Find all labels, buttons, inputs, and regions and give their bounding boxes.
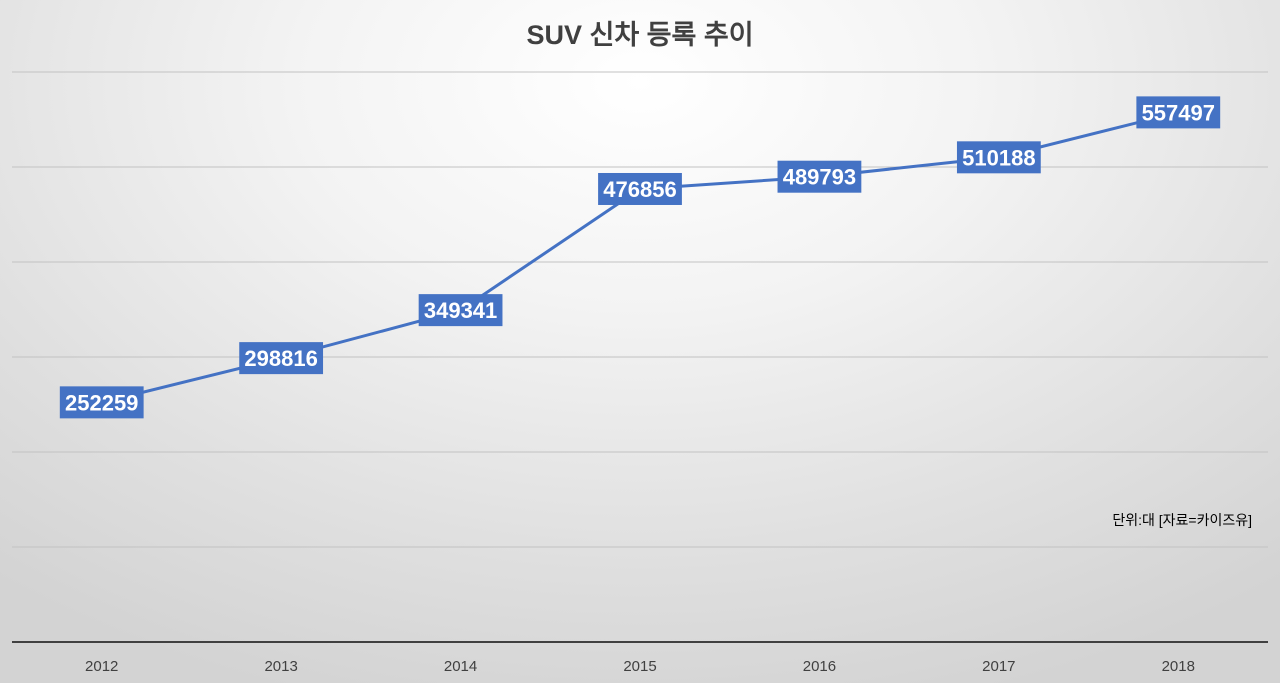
data-label-2013: 298816 xyxy=(239,342,324,375)
x-tick-label: 2012 xyxy=(85,658,118,675)
data-label-value: 557497 xyxy=(1142,100,1215,125)
chart-title: SUV 신차 등록 추이 xyxy=(526,20,753,50)
data-label-box xyxy=(418,294,503,327)
data-label-value: 476856 xyxy=(603,177,676,202)
data-label-value: 252259 xyxy=(65,390,138,415)
x-tick-label: 2015 xyxy=(623,658,656,675)
data-label-value: 349341 xyxy=(424,298,497,323)
data-label-2018: 557497 xyxy=(1136,96,1221,129)
data-label-2016: 489793 xyxy=(777,160,862,193)
x-tick-label: 2016 xyxy=(803,658,836,675)
data-label-box xyxy=(777,160,862,193)
data-label-box xyxy=(1136,96,1221,129)
data-label-2017: 510188 xyxy=(956,141,1041,174)
x-tick-label: 2014 xyxy=(444,658,477,675)
x-tick-labels: 2012 2013 2014 2015 2016 2017 2018 xyxy=(85,658,1195,675)
x-tick-label: 2013 xyxy=(264,658,297,675)
data-label-box xyxy=(59,386,144,419)
data-label-value: 489793 xyxy=(783,165,856,190)
data-label-value: 298816 xyxy=(244,346,317,371)
data-label-value: 510188 xyxy=(962,145,1035,170)
data-label-2012: 252259 xyxy=(59,386,144,419)
x-tick-label: 2018 xyxy=(1162,658,1195,675)
data-label-2014: 349341 xyxy=(418,294,503,327)
x-tick-label: 2017 xyxy=(982,658,1015,675)
data-label-box xyxy=(239,342,324,375)
gridlines xyxy=(12,71,1268,548)
data-label-box xyxy=(956,141,1041,174)
data-label-box xyxy=(598,172,682,205)
data-labels: 252259 298816 349341 476856 489793 510188 5574… xyxy=(59,96,1221,419)
data-label-2015: 476856 xyxy=(598,172,682,205)
unit-source-note: 단위:대 [자료=카이즈유] xyxy=(1112,512,1252,528)
